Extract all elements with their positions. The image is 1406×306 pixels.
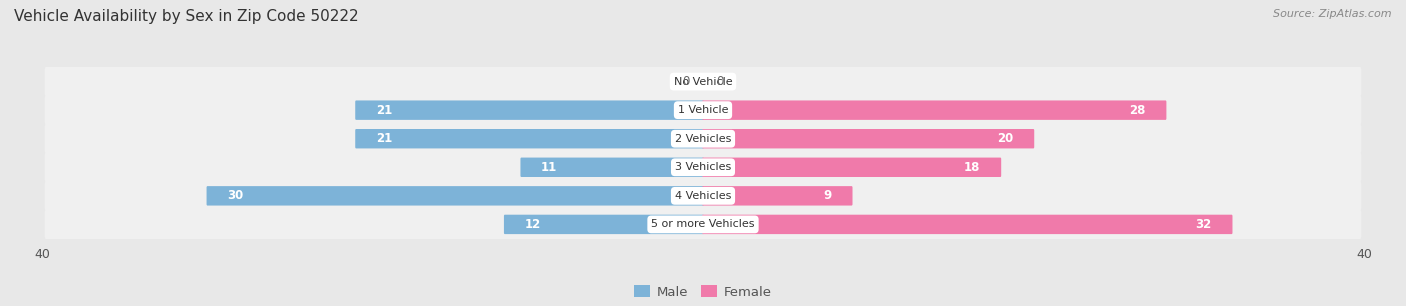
- FancyBboxPatch shape: [45, 95, 1361, 125]
- Text: 21: 21: [375, 132, 392, 145]
- Text: 11: 11: [541, 161, 557, 174]
- FancyBboxPatch shape: [45, 152, 1361, 183]
- FancyBboxPatch shape: [702, 129, 1035, 148]
- Text: 2 Vehicles: 2 Vehicles: [675, 134, 731, 144]
- Text: 18: 18: [965, 161, 980, 174]
- Text: 12: 12: [524, 218, 541, 231]
- Legend: Male, Female: Male, Female: [628, 280, 778, 304]
- Text: 28: 28: [1129, 104, 1146, 117]
- Text: 30: 30: [228, 189, 243, 202]
- Text: 4 Vehicles: 4 Vehicles: [675, 191, 731, 201]
- Text: 9: 9: [824, 189, 832, 202]
- Text: 1 Vehicle: 1 Vehicle: [678, 105, 728, 115]
- FancyBboxPatch shape: [520, 158, 704, 177]
- Text: 5 or more Vehicles: 5 or more Vehicles: [651, 219, 755, 230]
- FancyBboxPatch shape: [45, 123, 1361, 154]
- FancyBboxPatch shape: [702, 186, 852, 206]
- FancyBboxPatch shape: [702, 215, 1233, 234]
- FancyBboxPatch shape: [45, 209, 1361, 240]
- Text: 0: 0: [682, 75, 690, 88]
- Text: 20: 20: [997, 132, 1014, 145]
- FancyBboxPatch shape: [356, 129, 704, 148]
- FancyBboxPatch shape: [356, 100, 704, 120]
- FancyBboxPatch shape: [702, 158, 1001, 177]
- Text: 0: 0: [716, 75, 724, 88]
- Text: Source: ZipAtlas.com: Source: ZipAtlas.com: [1274, 9, 1392, 19]
- Text: 21: 21: [375, 104, 392, 117]
- Text: 32: 32: [1195, 218, 1212, 231]
- FancyBboxPatch shape: [207, 186, 704, 206]
- Text: 3 Vehicles: 3 Vehicles: [675, 162, 731, 172]
- FancyBboxPatch shape: [503, 215, 704, 234]
- Text: No Vehicle: No Vehicle: [673, 76, 733, 87]
- FancyBboxPatch shape: [45, 66, 1361, 97]
- FancyBboxPatch shape: [45, 181, 1361, 211]
- Text: Vehicle Availability by Sex in Zip Code 50222: Vehicle Availability by Sex in Zip Code …: [14, 9, 359, 24]
- FancyBboxPatch shape: [702, 100, 1167, 120]
